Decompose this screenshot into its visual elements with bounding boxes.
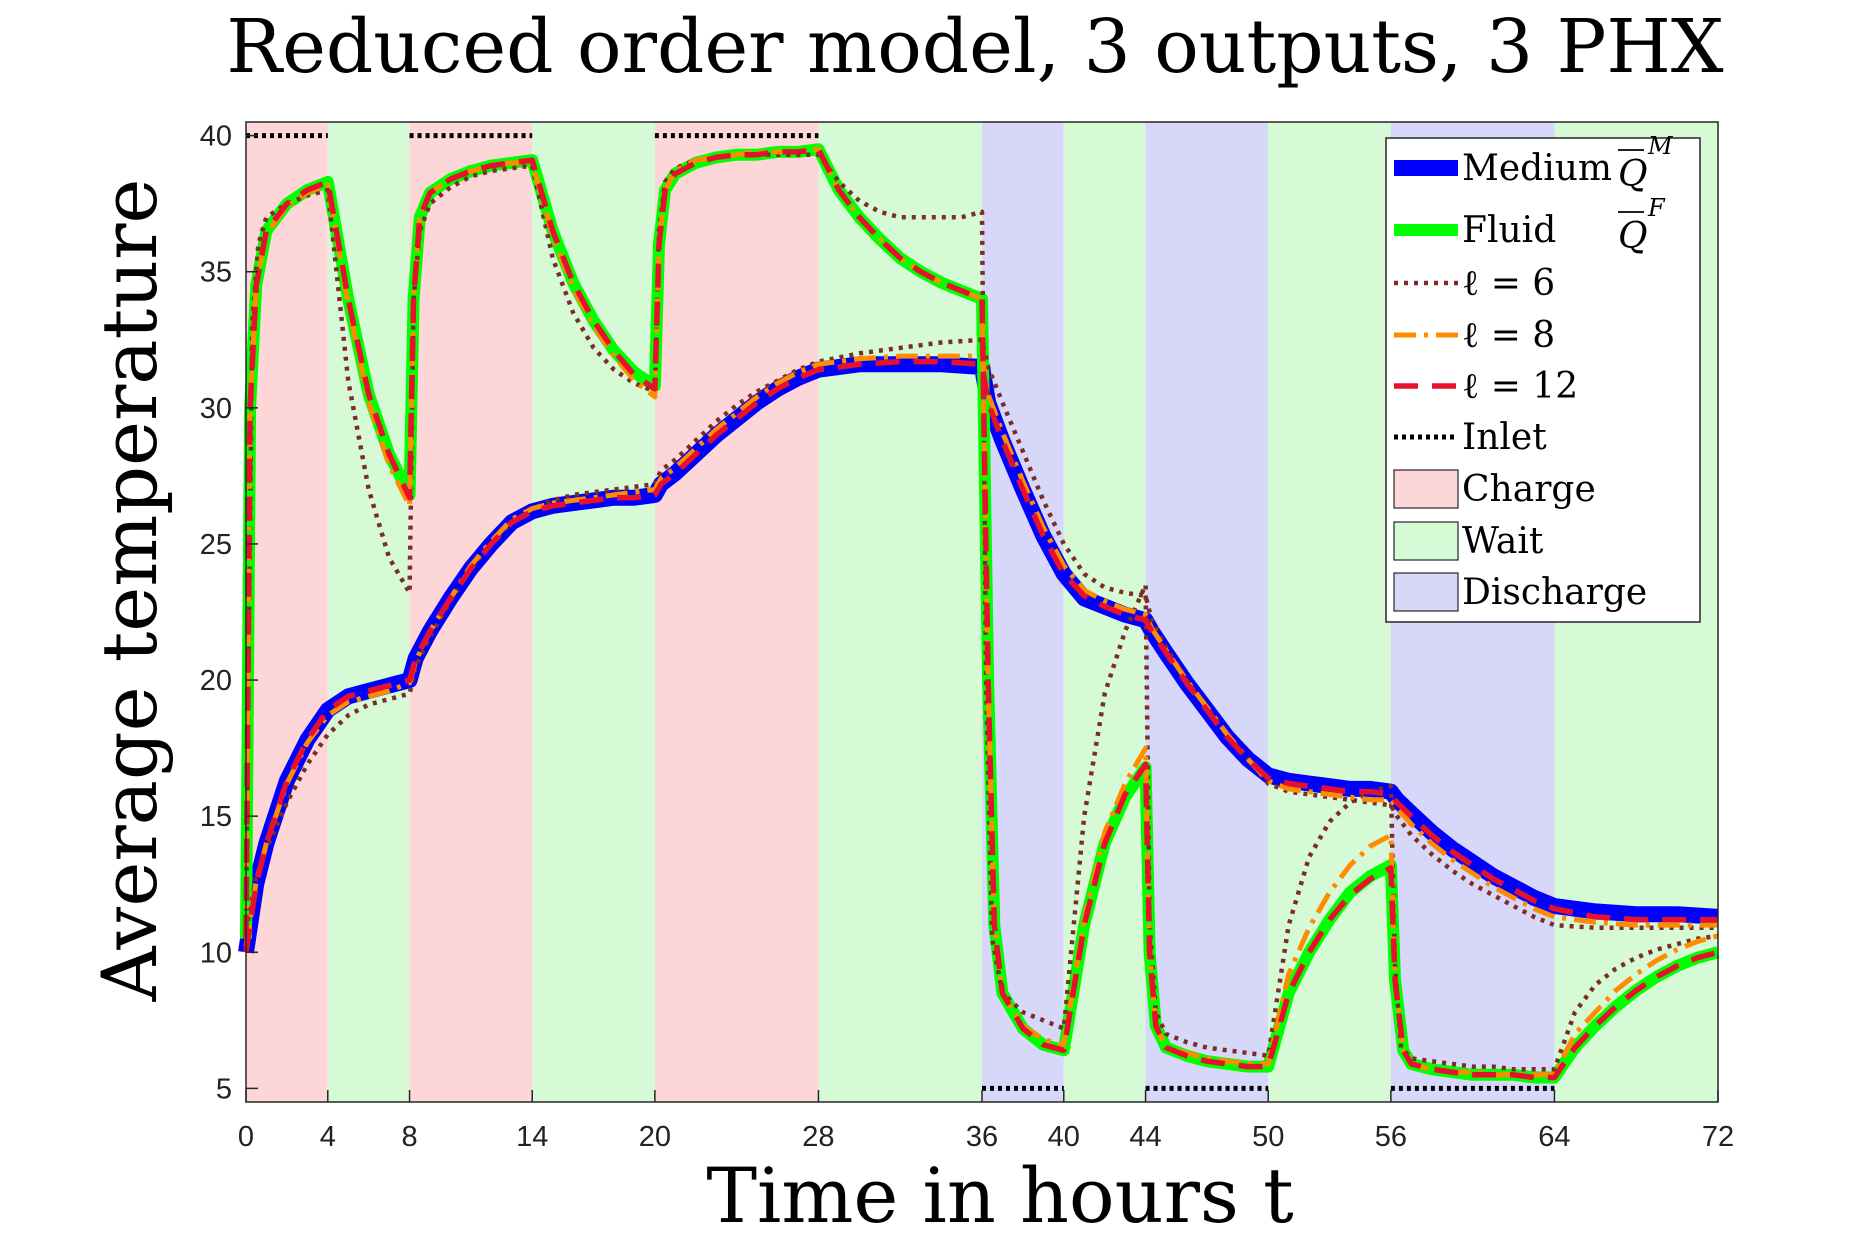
legend-label-fluid: Fluid [1462,210,1556,251]
phase-band-wait-9 [1268,122,1391,1102]
y-tick-label-5: 30 [200,393,232,425]
x-tick-label-0: 0 [238,1121,254,1153]
phase-band-charge-2 [409,122,533,1102]
legend-swatch-wait [1393,521,1459,561]
chart-title: Reduced order model, 3 outputs, 3 PHX [226,4,1724,90]
x-tick-label-5: 28 [802,1121,834,1153]
legend-symbol-medium: Q [1618,154,1648,195]
series-l12 [243,146,1719,1081]
series-lines [238,143,1720,1084]
x-tick-label-11: 64 [1538,1121,1570,1153]
inlet-segments [246,133,1555,1091]
x-tick-label-10: 56 [1375,1121,1407,1153]
phase-band-discharge-8 [1145,122,1269,1102]
x-tick-label-3: 14 [516,1121,548,1153]
x-tick-label-8: 44 [1129,1121,1161,1153]
phase-band-wait-5 [818,122,982,1102]
x-tick-label-4: 20 [639,1121,671,1153]
phase-band-wait-3 [532,122,655,1102]
legend-label-l6: ℓ = 6 [1462,263,1555,304]
legend-label-l8: ℓ = 8 [1462,315,1555,356]
y-tick-label-4: 25 [200,529,232,561]
x-tick-label-9: 50 [1252,1121,1284,1153]
legend-swatch-discharge [1393,572,1459,612]
y-axis-label: Average temperature [85,179,174,1003]
legend-label-discharge: Discharge [1462,572,1647,613]
legend-label-inlet: Inlet [1462,417,1547,458]
series-l12_medium [243,358,1718,953]
x-axis-label: Time in hours t [706,1151,1293,1236]
legend-superscript-medium: M [1647,132,1674,160]
x-tick-label-6: 36 [966,1121,998,1153]
y-tick-label-3: 20 [200,665,232,697]
legend-superscript-fluid: F [1647,194,1666,222]
series-l6 [243,152,1719,1072]
legend-label-wait: Wait [1462,521,1544,562]
legend-symbol-fluid: Q [1618,216,1648,257]
phase-band-charge-4 [654,122,819,1102]
x-tick-label-1: 4 [320,1121,336,1153]
y-tick-label-2: 15 [200,801,232,833]
x-tick-label-12: 72 [1702,1121,1734,1153]
x-tick-label-7: 40 [1048,1121,1080,1153]
legend-label-medium: Medium [1462,148,1612,189]
y-axis-ticks: 5 10 15 20 25 30 35 40 [200,121,258,1105]
legend-swatch-charge [1393,469,1459,509]
y-tick-label-6: 35 [200,257,232,289]
legend-label-l12: ℓ = 12 [1462,366,1578,407]
y-tick-label-1: 10 [200,937,232,969]
x-tick-label-2: 8 [401,1121,417,1153]
y-tick-label-0: 5 [216,1073,232,1105]
y-tick-label-7: 40 [200,121,232,153]
legend-label-charge: Charge [1462,469,1596,510]
x-axis-ticks: 0 4 8 14 20 28 36 40 44 50 56 64 72 [238,1090,1734,1153]
